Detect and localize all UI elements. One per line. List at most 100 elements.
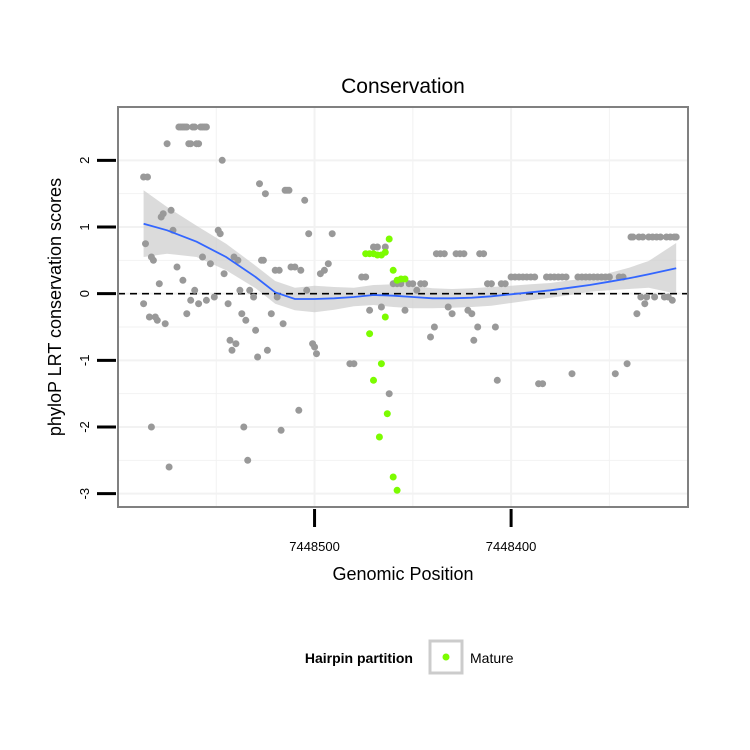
background-point xyxy=(240,423,248,431)
background-point xyxy=(144,173,151,181)
mature-point xyxy=(381,313,389,321)
background-point xyxy=(401,306,409,314)
background-point xyxy=(173,263,181,271)
background-point xyxy=(142,240,149,248)
legend-entry-label: Mature xyxy=(470,650,514,666)
y-tick-label: 2 xyxy=(77,157,92,164)
background-point xyxy=(562,273,570,281)
background-point xyxy=(220,270,228,278)
background-point xyxy=(460,250,468,258)
background-point xyxy=(238,310,246,318)
mature-point xyxy=(393,486,401,494)
mature-point xyxy=(389,473,397,481)
background-point xyxy=(531,273,539,281)
x-tick-label: 7448400 xyxy=(486,539,537,554)
mature-point xyxy=(375,433,383,441)
background-point xyxy=(377,303,385,311)
background-point xyxy=(149,256,157,264)
y-tick-label: 1 xyxy=(77,223,92,230)
background-point xyxy=(236,286,244,294)
mature-point xyxy=(383,410,391,418)
background-point xyxy=(641,300,649,308)
background-point xyxy=(440,250,448,258)
mature-point xyxy=(366,330,374,338)
background-point xyxy=(362,273,370,281)
confidence-ribbon xyxy=(143,190,677,313)
background-point xyxy=(668,296,676,304)
background-point xyxy=(277,426,285,434)
background-point xyxy=(210,293,218,301)
background-point xyxy=(487,280,495,288)
background-point xyxy=(643,293,651,301)
background-point xyxy=(254,353,262,361)
y-axis: -3 -2 -1 0 1 2 xyxy=(77,157,116,500)
legend-key-point xyxy=(442,653,450,661)
background-point xyxy=(161,320,169,328)
background-point xyxy=(167,206,175,214)
background-point xyxy=(491,323,499,331)
background-point xyxy=(311,343,319,351)
mature-point xyxy=(370,376,377,384)
background-point xyxy=(244,456,252,464)
background-point xyxy=(165,463,173,471)
background-point xyxy=(187,140,195,148)
background-point xyxy=(501,280,509,288)
y-axis-label: phyloP LRT conservation scores xyxy=(45,178,65,436)
background-point xyxy=(639,233,647,241)
mature-point xyxy=(385,235,393,243)
background-point xyxy=(444,303,452,311)
x-axis-label: Genomic Position xyxy=(332,564,473,584)
background-point xyxy=(218,156,226,164)
legend-title: Hairpin partition xyxy=(305,650,413,666)
background-point xyxy=(191,286,199,294)
background-point xyxy=(228,346,236,354)
background-point xyxy=(470,336,478,344)
background-point xyxy=(183,123,191,131)
background-point xyxy=(605,273,613,281)
background-point xyxy=(256,180,263,188)
background-point xyxy=(250,293,258,301)
background-point xyxy=(159,210,167,218)
background-point xyxy=(179,276,187,284)
y-tick-label: 0 xyxy=(77,290,92,297)
background-point xyxy=(350,360,358,368)
mature-point xyxy=(377,360,385,368)
background-point xyxy=(373,243,381,251)
background-point xyxy=(234,256,242,264)
background-point xyxy=(297,266,305,274)
background-point xyxy=(366,306,374,314)
background-point xyxy=(421,280,429,288)
background-point xyxy=(301,196,309,204)
background-point xyxy=(195,300,203,308)
background-point xyxy=(305,230,313,238)
legend: Hairpin partition Mature xyxy=(305,639,514,675)
background-point xyxy=(261,190,269,198)
y-tick-label: -3 xyxy=(77,488,92,500)
background-point xyxy=(623,360,631,368)
background-point xyxy=(155,280,163,288)
background-point xyxy=(147,423,155,431)
background-point xyxy=(493,376,501,384)
background-point xyxy=(263,346,271,354)
background-point xyxy=(427,333,434,341)
background-point xyxy=(267,310,275,318)
background-point xyxy=(153,316,161,324)
x-axis: 7448500 7448400 xyxy=(289,509,536,554)
background-point xyxy=(657,233,664,241)
background-point xyxy=(252,326,260,334)
mature-point xyxy=(401,275,409,283)
background-point xyxy=(651,293,659,301)
background-point xyxy=(187,296,195,304)
background-point xyxy=(448,310,456,318)
background-point xyxy=(202,296,210,304)
background-point xyxy=(224,300,232,308)
background-point xyxy=(413,286,421,294)
plot-frame xyxy=(117,106,689,508)
background-point xyxy=(291,263,299,271)
background-point xyxy=(568,370,576,378)
background-point xyxy=(206,260,214,268)
background-point xyxy=(242,316,250,324)
background-point xyxy=(313,350,320,358)
background-point xyxy=(285,186,293,194)
